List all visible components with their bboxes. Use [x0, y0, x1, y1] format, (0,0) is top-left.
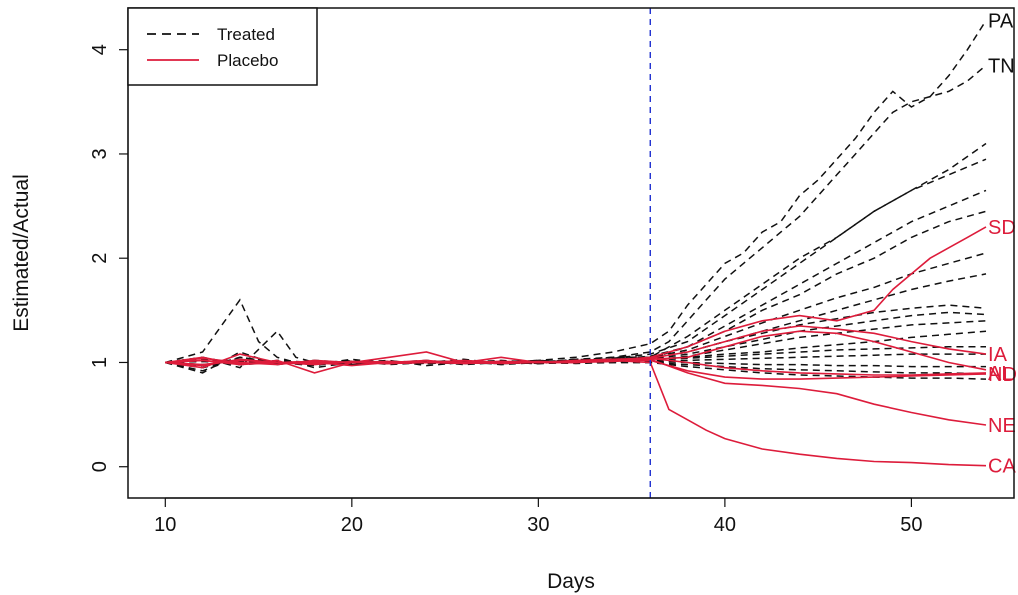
series-line-treated-3: [165, 158, 987, 369]
end-label-pa: PA: [988, 11, 1014, 33]
end-label-al: AL: [988, 363, 1012, 385]
y-tick-label: 2: [89, 253, 111, 264]
x-tick-label: 20: [341, 514, 363, 536]
legend-box: [127, 7, 318, 86]
legend: Treated Placebo: [127, 7, 318, 86]
end-label-ne: NE: [988, 415, 1016, 437]
x-tick-label: 10: [154, 514, 176, 536]
y-tick-label: 1: [89, 357, 111, 368]
x-axis: 10 20 30 40 50: [154, 497, 923, 536]
y-axis: 0 1 2 3 4: [89, 44, 129, 472]
end-label-sd: SD: [988, 217, 1016, 239]
series-line-al: [165, 351, 987, 376]
series-line-ne: [165, 358, 987, 426]
y-axis-title: Estimated/Actual: [10, 174, 33, 332]
series-line-ca: [165, 359, 987, 467]
end-label-ia: IA: [988, 344, 1008, 366]
end-label-ca: CA: [988, 456, 1016, 478]
y-tick-label: 0: [89, 461, 111, 472]
end-label-nd: ND: [988, 364, 1017, 386]
x-axis-title: Days: [547, 570, 595, 593]
y-tick-label: 3: [89, 148, 111, 159]
series-layer: [165, 20, 987, 467]
y-tick-label: 4: [89, 44, 111, 55]
legend-label-treated: Treated: [217, 25, 275, 44]
end-label-tn: TN: [988, 55, 1015, 77]
x-tick-label: 30: [527, 514, 549, 536]
x-tick-label: 50: [900, 514, 922, 536]
x-tick-label: 40: [714, 514, 736, 536]
legend-label-placebo: Placebo: [217, 51, 278, 70]
series-line-treated-4: [165, 189, 987, 372]
